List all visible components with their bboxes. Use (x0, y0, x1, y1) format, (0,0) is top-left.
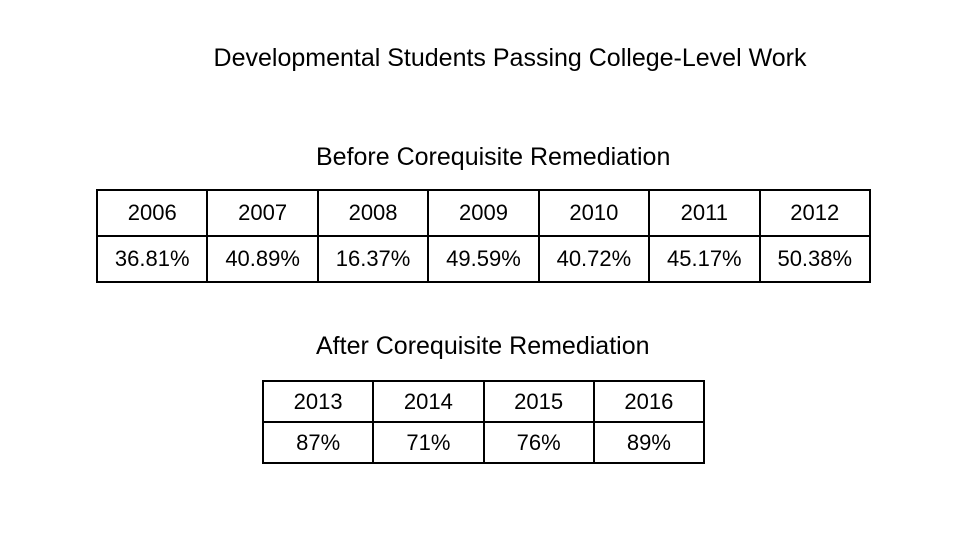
before-section-title: Before Corequisite Remediation (316, 143, 671, 171)
table-row-values: 87% 71% 76% 89% (261, 421, 706, 464)
value-cell: 87% (261, 421, 375, 464)
year-cell: 2008 (316, 189, 430, 237)
year-cell: 2016 (592, 380, 706, 423)
year-cell: 2015 (482, 380, 595, 423)
year-cell: 2013 (261, 380, 375, 423)
value-cell: 16.37% (316, 235, 430, 283)
table-row-years: 2013 2014 2015 2016 (261, 380, 706, 423)
after-section-title: After Corequisite Remediation (316, 332, 650, 360)
value-cell: 40.72% (537, 235, 651, 283)
year-cell: 2014 (372, 380, 485, 423)
year-cell: 2011 (648, 189, 761, 237)
value-cell: 45.17% (648, 235, 761, 283)
value-cell: 36.81% (95, 235, 209, 283)
value-cell: 71% (372, 421, 485, 464)
table-row-values: 36.81% 40.89% 16.37% 49.59% 40.72% 45.17… (95, 235, 872, 283)
year-cell: 2010 (537, 189, 651, 237)
value-cell: 49.59% (427, 235, 540, 283)
year-cell: 2009 (427, 189, 540, 237)
year-cell: 2006 (95, 189, 209, 237)
table-row-years: 2006 2007 2008 2009 2010 2011 2012 (95, 189, 872, 237)
year-cell: 2007 (206, 189, 319, 237)
value-cell: 89% (592, 421, 706, 464)
before-table: 2006 2007 2008 2009 2010 2011 2012 36.81… (95, 189, 872, 283)
value-cell: 40.89% (206, 235, 319, 283)
value-cell: 76% (482, 421, 595, 464)
year-cell: 2012 (758, 189, 872, 237)
value-cell: 50.38% (758, 235, 872, 283)
page-title: Developmental Students Passing College-L… (213, 44, 807, 72)
after-table: 2013 2014 2015 2016 87% 71% 76% 89% (261, 380, 706, 464)
